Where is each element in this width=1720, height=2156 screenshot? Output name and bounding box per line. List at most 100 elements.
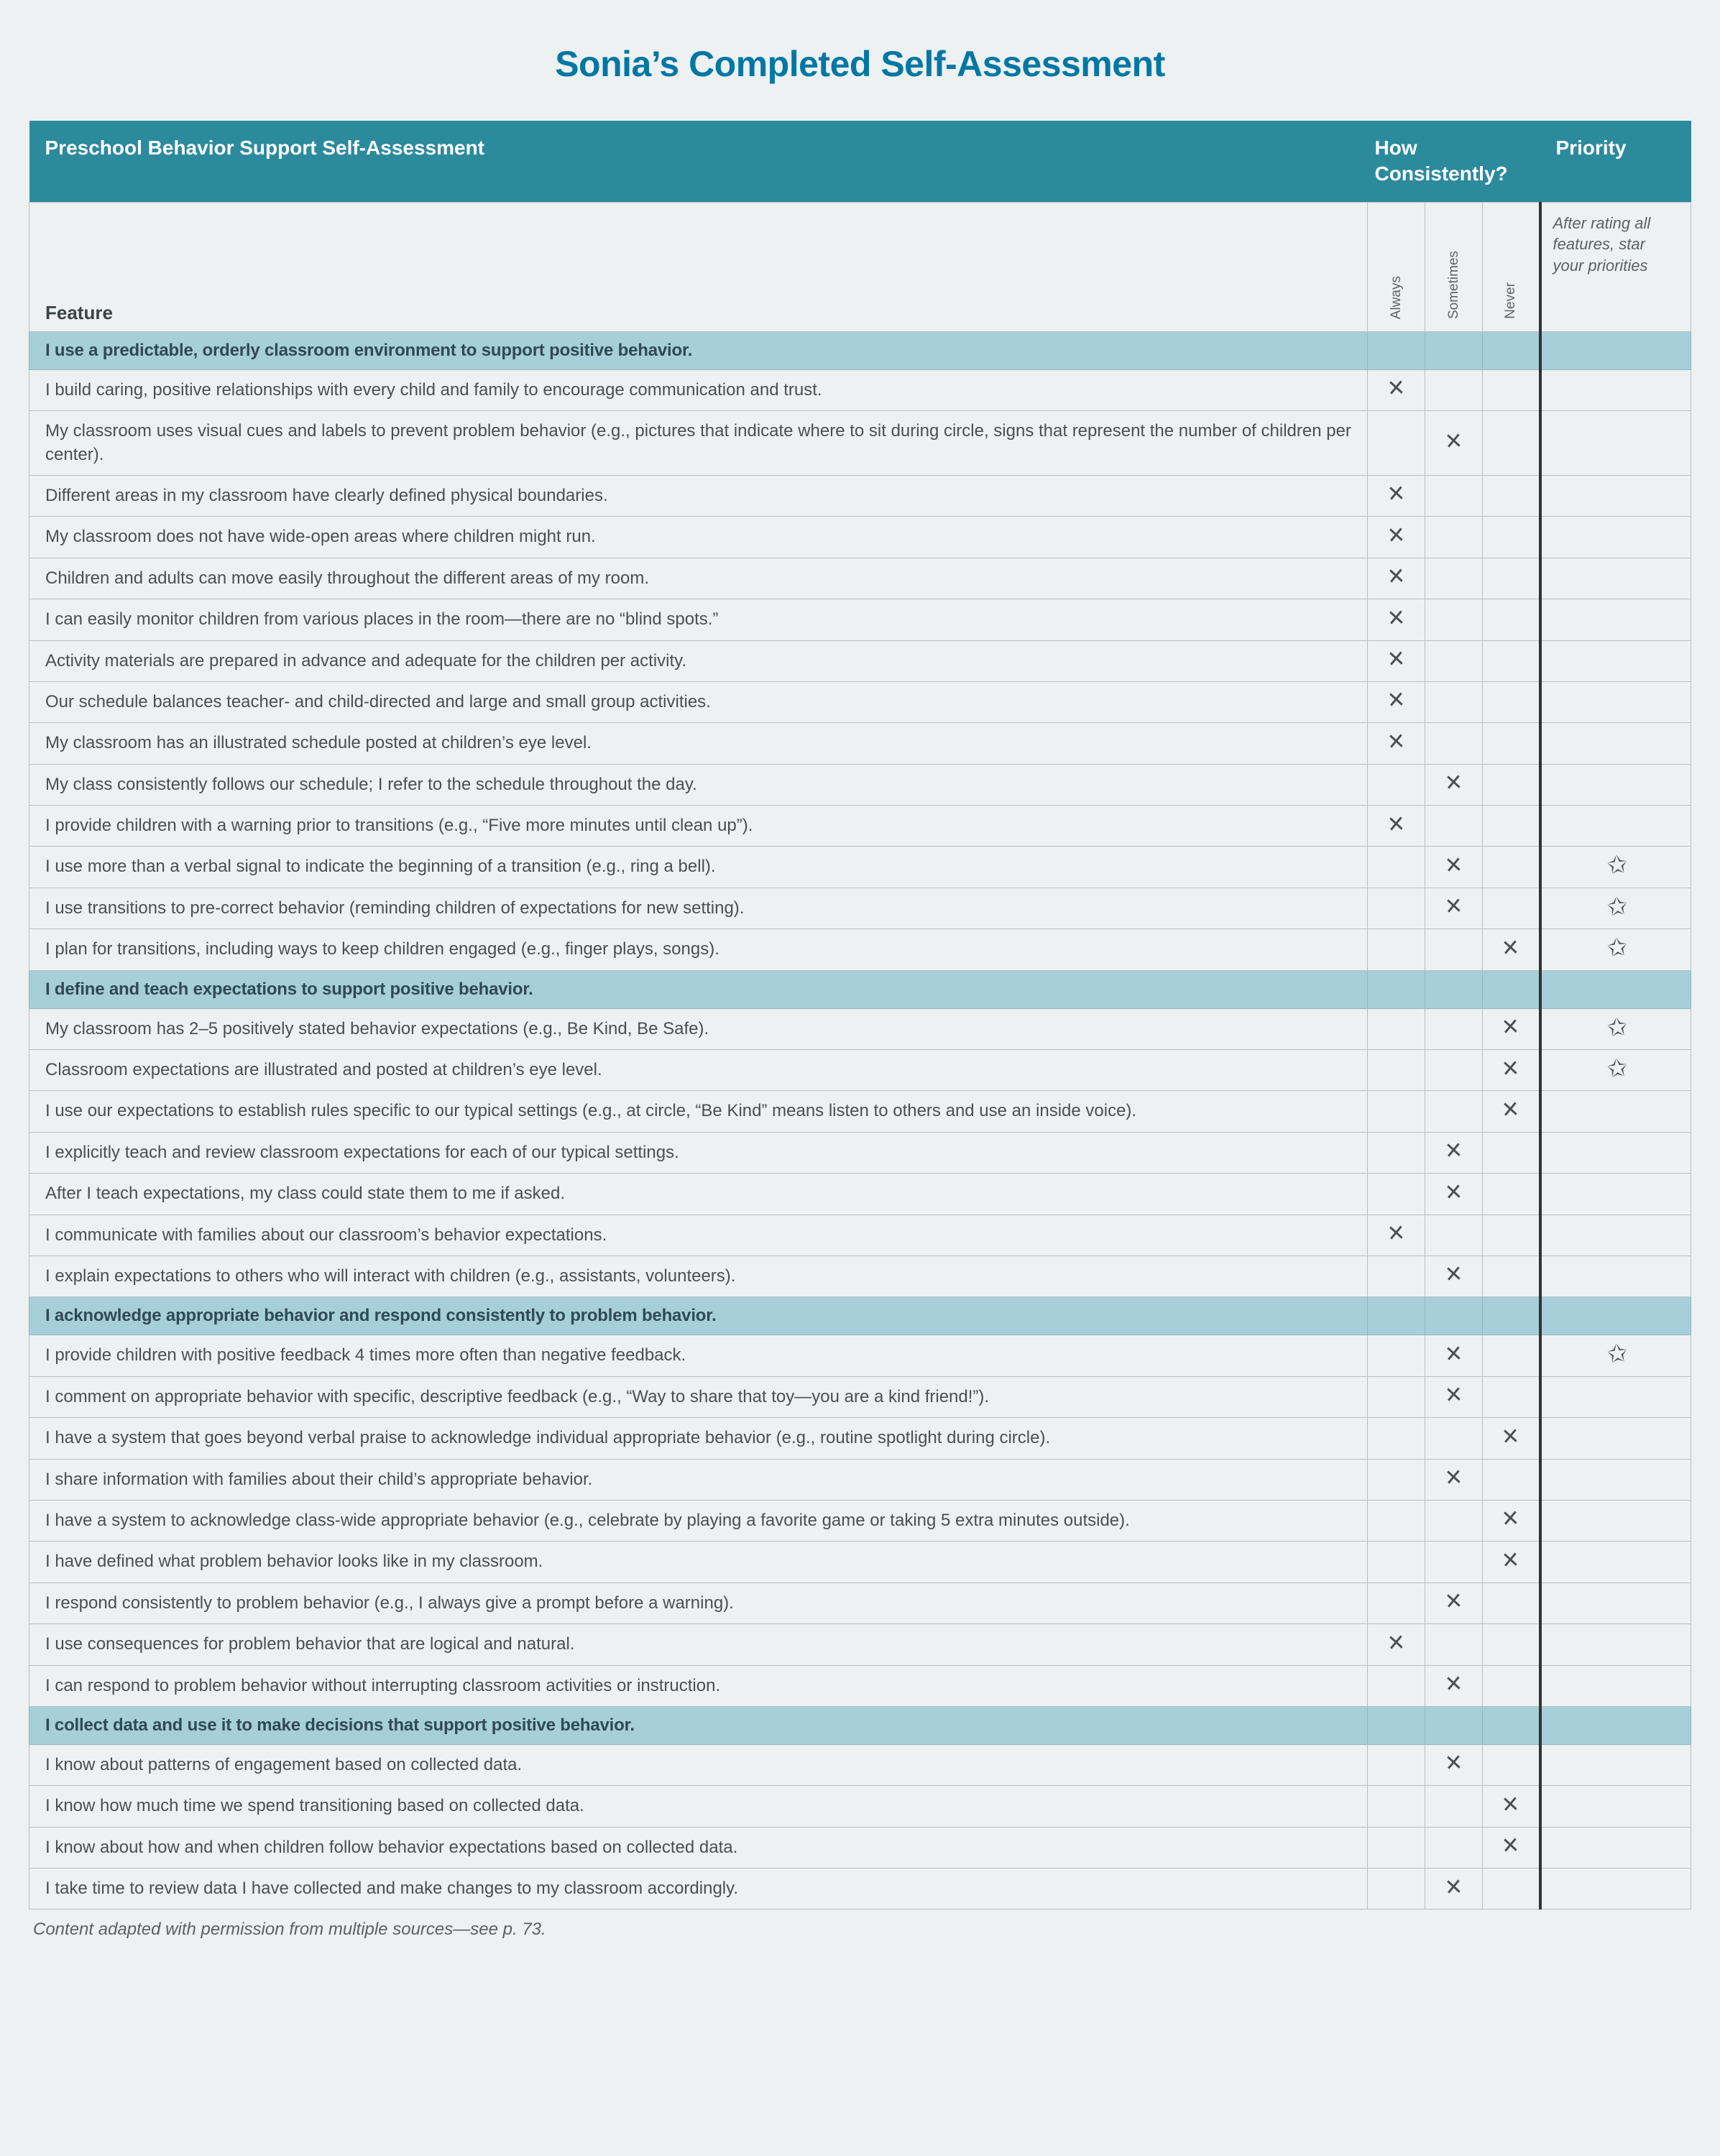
item-text: I provide children with a warning prior … <box>29 806 1368 847</box>
item-row: I can easily monitor children from vario… <box>29 599 1691 640</box>
x-mark: ✕ <box>1386 689 1406 713</box>
rating-never <box>1483 1869 1540 1909</box>
item-row: Activity materials are prepared in advan… <box>29 640 1691 681</box>
rating-sometimes: ✕ <box>1425 1132 1483 1173</box>
rating-always: ✕ <box>1368 723 1425 764</box>
rating-always <box>1368 764 1425 805</box>
priority-cell <box>1540 1132 1691 1173</box>
priority-cell <box>1540 411 1691 476</box>
x-mark: ✕ <box>1501 1098 1520 1122</box>
page-title: Sonia’s Completed Self-Assessment <box>29 43 1691 85</box>
section-blank <box>1540 970 1691 1008</box>
rating-sometimes <box>1425 1624 1483 1665</box>
priority-cell <box>1540 369 1691 410</box>
rating-never <box>1483 681 1540 722</box>
x-mark: ✕ <box>1444 1181 1463 1204</box>
item-row: I use transitions to pre-correct behavio… <box>29 888 1691 929</box>
x-mark: ✕ <box>1386 648 1406 671</box>
item-text: I know how much time we spend transition… <box>29 1786 1368 1827</box>
rating-sometimes: ✕ <box>1425 1376 1483 1417</box>
credit-note: Content adapted with permission from mul… <box>29 1909 1691 1950</box>
rating-never: ✕ <box>1483 1050 1540 1091</box>
item-row: Children and adults can move easily thro… <box>29 558 1691 599</box>
item-text: I use transitions to pre-correct behavio… <box>29 888 1368 929</box>
section-blank <box>1425 1297 1483 1335</box>
priority-cell <box>1540 517 1691 558</box>
item-row: I use consequences for problem behavior … <box>29 1624 1691 1665</box>
priority-cell <box>1540 1542 1691 1583</box>
item-row: I know about how and when children follo… <box>29 1827 1691 1868</box>
rating-always <box>1368 1500 1425 1541</box>
rating-sometimes <box>1425 681 1483 722</box>
item-row: Our schedule balances teacher- and child… <box>29 681 1691 722</box>
item-text: After I teach expectations, my class cou… <box>29 1174 1368 1215</box>
item-text: I know about how and when children follo… <box>29 1827 1368 1868</box>
rating-always <box>1368 1418 1425 1459</box>
item-row: My classroom does not have wide-open are… <box>29 517 1691 558</box>
rating-always <box>1368 1050 1425 1091</box>
rating-sometimes: ✕ <box>1425 888 1483 929</box>
priority-cell <box>1540 1418 1691 1459</box>
rating-never <box>1483 764 1540 805</box>
rating-never: ✕ <box>1483 929 1540 970</box>
section-header-row: I define and teach expectations to suppo… <box>29 970 1691 1008</box>
item-row: I know about patterns of engagement base… <box>29 1744 1691 1785</box>
x-mark: ✕ <box>1386 524 1406 548</box>
x-mark: ✕ <box>1501 1057 1520 1081</box>
rating-never <box>1483 369 1540 410</box>
x-mark: ✕ <box>1444 895 1463 919</box>
x-mark: ✕ <box>1444 1672 1463 1696</box>
item-row: I have defined what problem behavior loo… <box>29 1542 1691 1583</box>
rating-never <box>1483 599 1540 640</box>
rating-always <box>1368 1869 1425 1909</box>
item-text: I know about patterns of engagement base… <box>29 1744 1368 1785</box>
rating-always: ✕ <box>1368 599 1425 640</box>
rating-sometimes: ✕ <box>1425 764 1483 805</box>
rating-sometimes <box>1425 517 1483 558</box>
rating-sometimes: ✕ <box>1425 1174 1483 1215</box>
priority-cell <box>1540 723 1691 764</box>
priority-cell <box>1540 1869 1691 1909</box>
rating-never <box>1483 1583 1540 1623</box>
priority-star: ✩ <box>1606 1056 1626 1082</box>
priority-cell <box>1540 1256 1691 1296</box>
section-header-row: I use a predictable, orderly classroom e… <box>29 331 1691 369</box>
rating-never <box>1483 1174 1540 1215</box>
rating-sometimes: ✕ <box>1425 847 1483 888</box>
rating-sometimes <box>1425 1542 1483 1583</box>
priority-cell <box>1540 806 1691 847</box>
rating-always: ✕ <box>1368 681 1425 722</box>
rating-sometimes: ✕ <box>1425 1256 1483 1296</box>
priority-cell <box>1540 681 1691 722</box>
section-blank <box>1540 331 1691 369</box>
rating-always <box>1368 1786 1425 1827</box>
rating-always <box>1368 1665 1425 1706</box>
rating-never <box>1483 1376 1540 1417</box>
x-mark: ✕ <box>1444 430 1463 453</box>
section-heading: I collect data and use it to make decisi… <box>29 1706 1368 1744</box>
rating-sometimes <box>1425 558 1483 599</box>
rating-sometimes <box>1425 1091 1483 1132</box>
rating-never <box>1483 1624 1540 1665</box>
rating-always <box>1368 1174 1425 1215</box>
rating-never <box>1483 1665 1540 1706</box>
section-heading: I use a predictable, orderly classroom e… <box>29 331 1368 369</box>
item-text: My classroom uses visual cues and labels… <box>29 411 1368 476</box>
priority-star: ✩ <box>1606 1342 1626 1368</box>
rating-always <box>1368 1542 1425 1583</box>
item-row: I know how much time we spend transition… <box>29 1786 1691 1827</box>
rating-sometimes <box>1425 1500 1483 1541</box>
item-text: I plan for transitions, including ways t… <box>29 929 1368 970</box>
priority-cell <box>1540 1744 1691 1785</box>
rating-never <box>1483 1744 1540 1785</box>
rating-always <box>1368 1376 1425 1417</box>
rating-sometimes: ✕ <box>1425 411 1483 476</box>
x-mark: ✕ <box>1386 1631 1406 1655</box>
x-mark: ✕ <box>1386 566 1406 589</box>
rating-always: ✕ <box>1368 558 1425 599</box>
rating-sometimes <box>1425 475 1483 516</box>
x-mark: ✕ <box>1501 1425 1520 1449</box>
priority-star: ✩ <box>1606 1015 1626 1041</box>
item-row: I share information with families about … <box>29 1459 1691 1500</box>
rating-always: ✕ <box>1368 640 1425 681</box>
